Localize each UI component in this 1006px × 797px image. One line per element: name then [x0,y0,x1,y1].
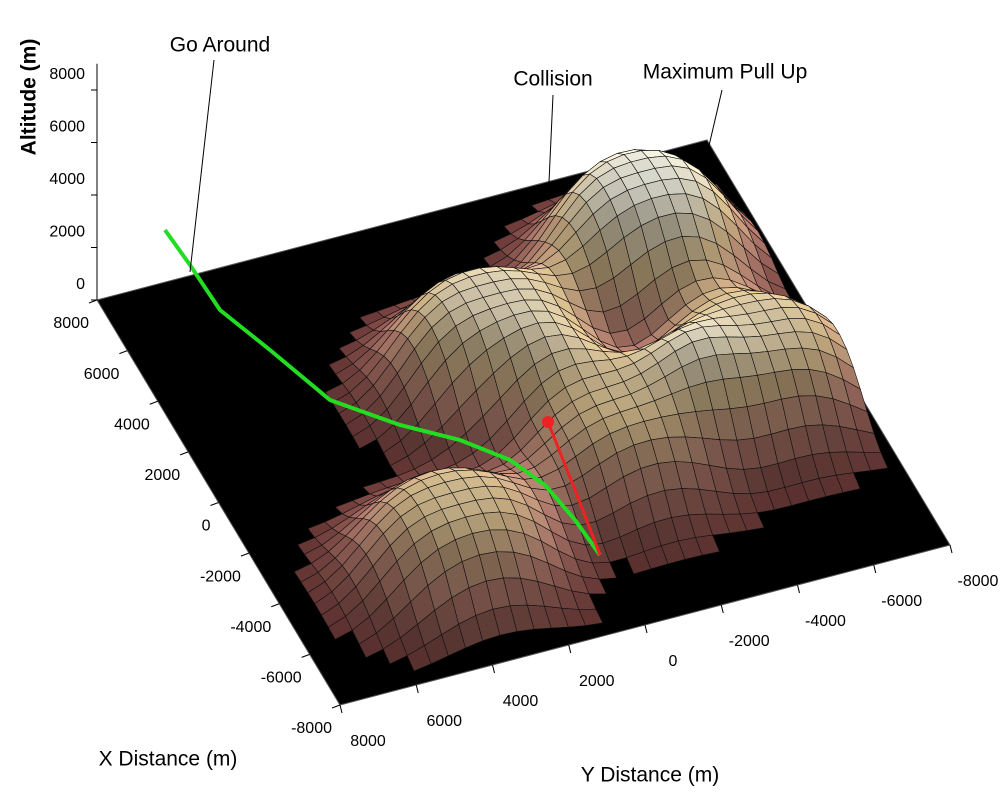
y-tick [416,685,418,693]
x-tick-label: 6000 [84,366,120,383]
collision-point [542,416,554,428]
x-axis-label: X Distance (m) [99,748,238,771]
y-tick-label: 2000 [579,673,615,690]
y-tick [950,545,952,553]
x-tick [271,604,279,607]
leader-line [708,90,722,150]
y-tick [569,645,571,653]
x-tick [302,654,310,657]
y-tick [874,565,876,573]
annotation: Collision [513,68,592,91]
z-tick-label: 8000 [49,66,85,83]
x-tick [180,452,188,455]
y-tick-label: 4000 [503,693,539,710]
y-tick-label: -4000 [805,613,846,630]
leader-line [190,60,214,272]
y-tick [340,705,342,713]
x-tick-label: 4000 [114,416,150,433]
z-tick-label: 0 [76,276,85,293]
y-tick-label: -6000 [881,593,922,610]
y-tick-label: 6000 [426,713,462,730]
x-tick [211,503,219,506]
x-tick-label: 0 [202,518,211,535]
annotation: Go Around [170,34,270,57]
z-tick-label: 2000 [49,224,85,241]
y-tick-label: -8000 [958,573,999,590]
y-tick-label: 8000 [350,733,386,750]
x-tick [241,553,249,556]
x-tick [150,401,158,404]
z-tick-label: 6000 [49,119,85,136]
y-tick-label: 0 [669,653,678,670]
z-axis-label: Altitude (m) [18,39,41,156]
y-tick-label: -2000 [729,633,770,650]
x-tick-label: 2000 [145,467,181,484]
z-tick-label: 4000 [49,171,85,188]
x-tick-label: -2000 [200,568,241,585]
x-tick-label: 8000 [53,315,89,332]
leader-line [549,95,553,182]
y-tick [645,625,647,633]
x-tick [332,705,340,708]
x-tick-label: -8000 [291,720,332,737]
x-tick-label: -6000 [261,670,302,687]
x-tick [119,351,127,354]
annotation: Maximum Pull Up [643,61,808,84]
y-axis-label: Y Distance (m) [581,764,719,787]
chart: 0 2000 4000 6000 8000 8000 6000 4000 2000 0 -2000 -… [0,0,1006,797]
y-tick [721,605,723,613]
x-tick-label: -4000 [230,619,271,636]
y-tick [493,665,495,673]
y-tick [798,585,800,593]
